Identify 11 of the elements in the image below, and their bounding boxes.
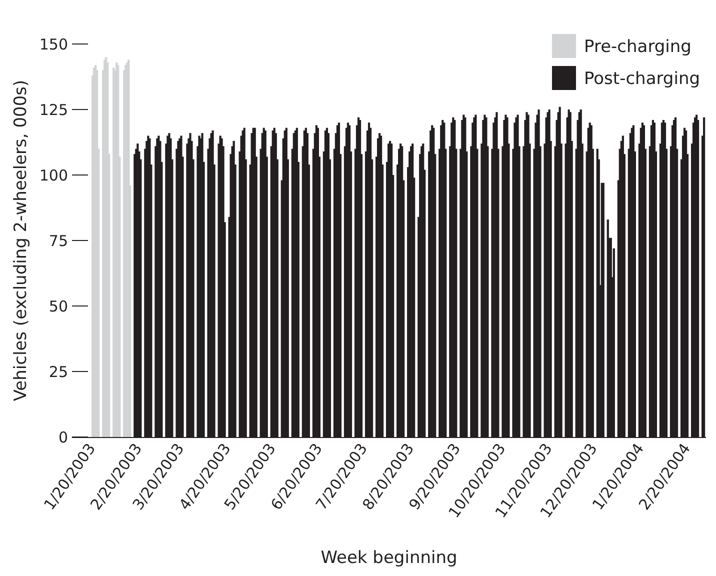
y-tick-label: 25 <box>48 362 68 381</box>
y-axis-title: Vehicles (excluding 2-wheelers, 000s) <box>11 80 31 402</box>
legend-label: Pre-charging <box>584 36 692 57</box>
y-tick-label: 75 <box>48 232 68 250</box>
x-axis-title: Week beginning <box>320 548 458 568</box>
y-tick-label: 125 <box>39 100 68 119</box>
y-tick-label: 50 <box>48 297 68 316</box>
legend-label: Post-charging <box>584 68 700 89</box>
y-tick-label: 150 <box>39 35 68 54</box>
y-tick-label: 0 <box>58 428 68 446</box>
y-tick-label: 100 <box>39 166 68 184</box>
